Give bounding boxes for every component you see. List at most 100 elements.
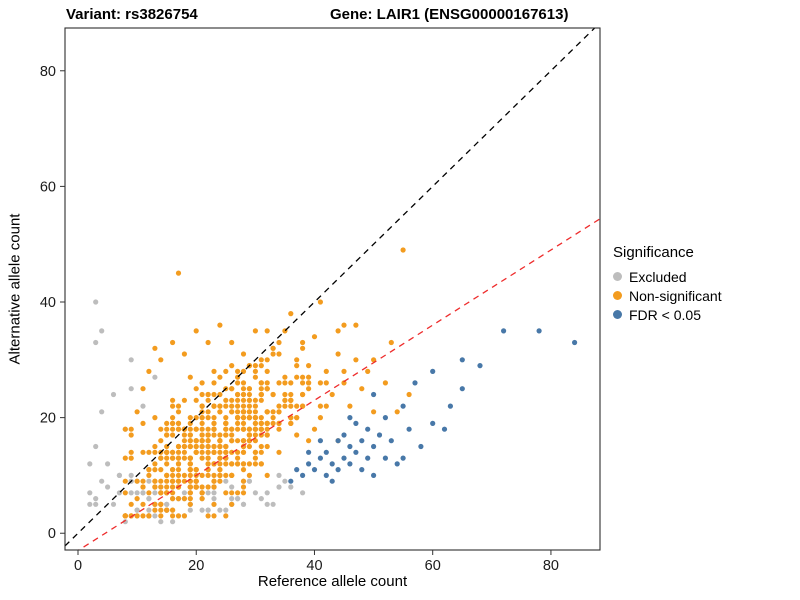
data-point	[223, 420, 229, 426]
legend: Significance Excluded Non-significant FD…	[613, 244, 722, 324]
data-point	[199, 455, 205, 461]
data-point	[229, 386, 235, 392]
data-point	[99, 328, 105, 334]
data-point	[258, 443, 264, 450]
data-point	[276, 403, 282, 409]
data-point	[175, 461, 182, 467]
data-point	[99, 409, 105, 415]
data-point	[87, 501, 93, 507]
data-point	[323, 368, 329, 374]
data-point	[394, 409, 400, 415]
data-point	[311, 467, 318, 473]
data-point	[246, 472, 252, 478]
data-point	[246, 443, 252, 450]
data-point	[128, 432, 134, 438]
data-point	[258, 397, 264, 403]
data-point	[205, 443, 211, 450]
data-point	[217, 455, 223, 461]
data-point	[164, 432, 170, 438]
data-point	[128, 472, 134, 478]
data-point	[235, 380, 241, 386]
legend-label-nonsignificant: Non-significant	[629, 287, 722, 304]
data-point	[181, 397, 187, 403]
data-point	[170, 455, 176, 461]
data-point	[229, 403, 235, 409]
data-point	[317, 299, 323, 305]
data-point	[400, 455, 406, 461]
data-point	[158, 467, 164, 473]
data-point	[146, 490, 152, 496]
data-point	[264, 501, 270, 507]
data-point	[229, 397, 235, 403]
data-point	[175, 478, 182, 484]
data-point	[306, 374, 312, 380]
data-point	[400, 403, 406, 409]
data-point	[211, 449, 217, 455]
data-point	[187, 443, 193, 450]
data-point	[205, 426, 211, 432]
data-point	[258, 386, 264, 392]
data-point	[347, 403, 353, 409]
data-point	[240, 449, 247, 455]
data-point	[235, 415, 241, 421]
series-nonsig	[122, 247, 412, 519]
data-point	[229, 490, 235, 496]
points-layer	[87, 247, 578, 525]
data-point	[258, 391, 264, 398]
data-point	[170, 449, 176, 455]
line-identity	[65, 28, 596, 547]
data-point	[187, 455, 193, 461]
data-point	[158, 357, 164, 363]
data-point	[205, 507, 211, 513]
data-point	[140, 386, 146, 392]
data-point	[264, 328, 270, 334]
data-point	[175, 420, 182, 426]
data-point	[152, 507, 158, 513]
data-point	[122, 478, 128, 484]
data-point	[288, 311, 294, 317]
data-point	[146, 449, 152, 455]
data-point	[353, 449, 359, 455]
data-point	[152, 374, 158, 380]
data-point	[294, 415, 300, 421]
data-point	[193, 449, 199, 455]
data-point	[87, 490, 93, 496]
data-point	[170, 403, 176, 409]
data-point	[193, 478, 199, 484]
data-point	[282, 397, 288, 403]
data-point	[300, 380, 306, 386]
data-point	[158, 501, 164, 507]
data-point	[329, 461, 335, 467]
data-point	[240, 391, 247, 398]
data-point	[128, 501, 134, 507]
data-point	[347, 461, 353, 467]
data-point	[217, 432, 223, 438]
data-point	[276, 339, 282, 346]
data-point	[152, 490, 158, 496]
data-point	[335, 467, 341, 473]
data-point	[252, 432, 258, 438]
data-point	[353, 357, 359, 363]
data-point	[205, 484, 211, 490]
data-point	[134, 507, 140, 513]
data-point	[252, 397, 258, 403]
data-point	[217, 438, 223, 444]
data-point	[252, 415, 258, 421]
data-point	[193, 386, 199, 392]
data-point	[211, 478, 217, 484]
data-point	[418, 443, 424, 450]
data-point	[158, 455, 164, 461]
data-point	[264, 472, 270, 478]
data-point	[175, 449, 182, 455]
data-point	[175, 455, 182, 461]
data-point	[170, 507, 176, 513]
data-point	[229, 472, 235, 478]
data-point	[246, 478, 252, 484]
data-point	[187, 438, 193, 444]
data-point	[258, 415, 264, 421]
data-point	[229, 484, 235, 490]
data-point	[175, 443, 182, 450]
data-point	[459, 386, 465, 392]
data-point	[229, 496, 235, 502]
data-point	[170, 472, 176, 478]
